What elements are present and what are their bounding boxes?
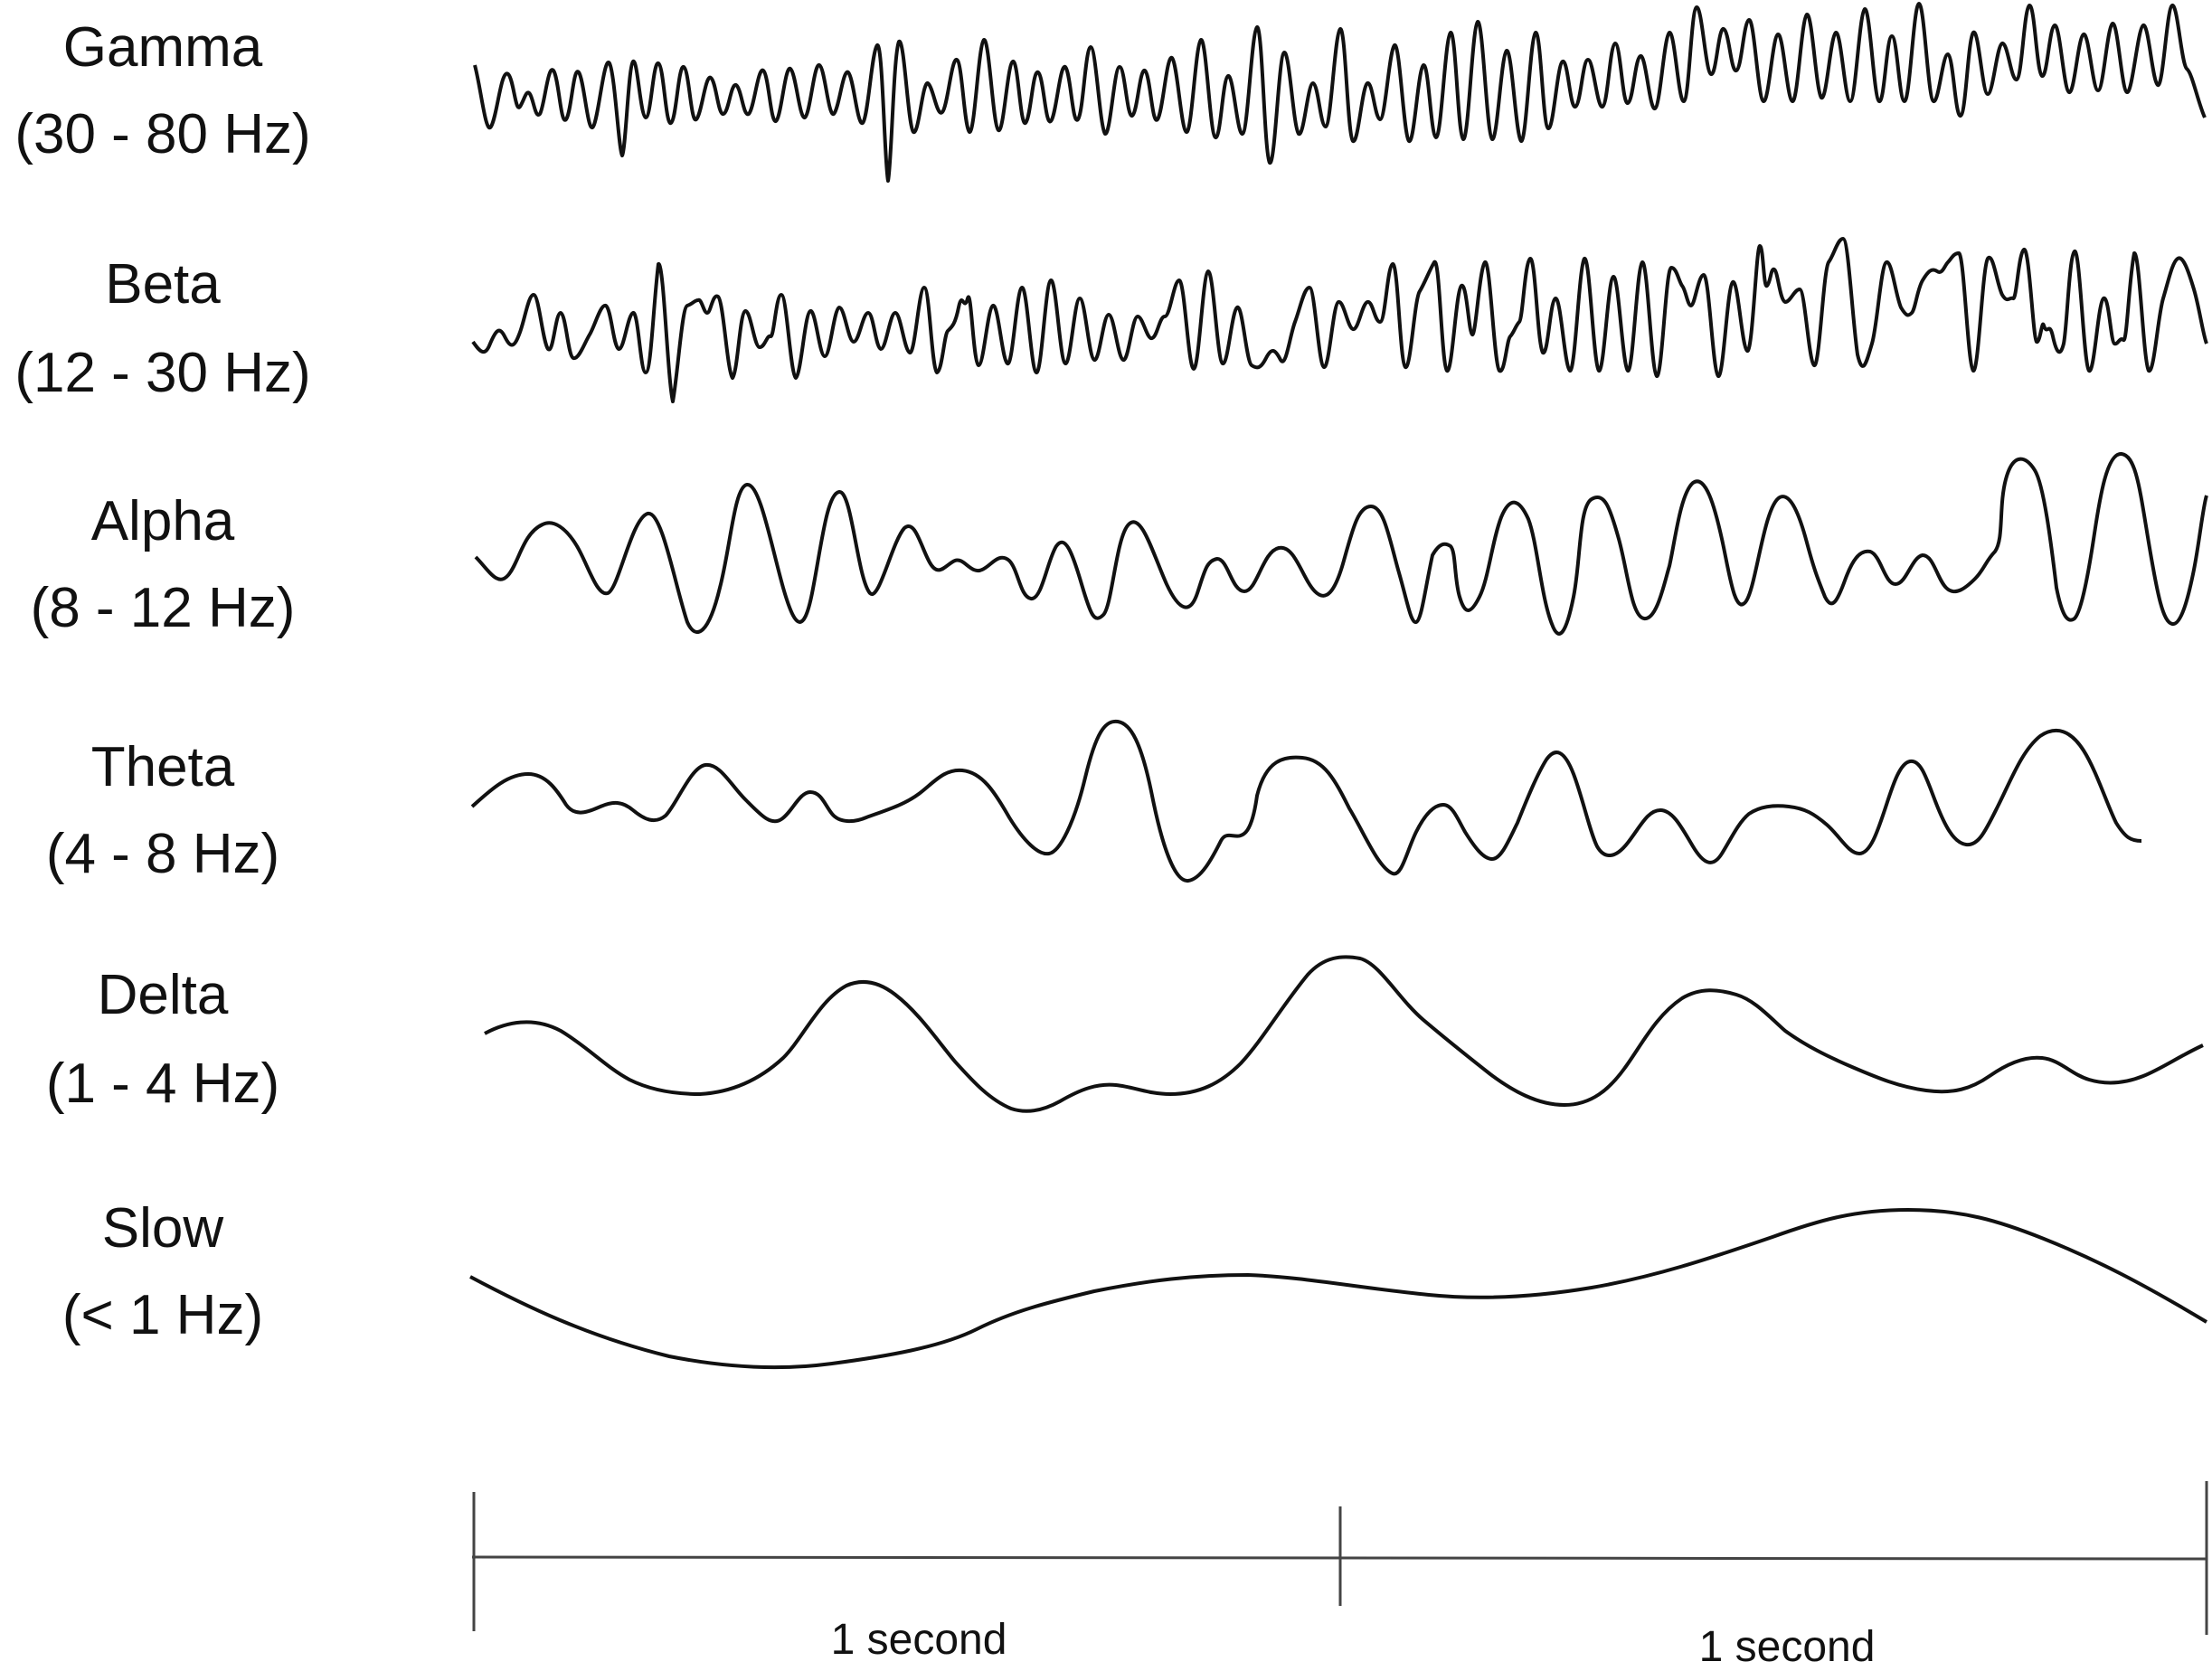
beta-range: (12 - 30 Hz) [0, 345, 326, 401]
alpha-range: (8 - 12 Hz) [0, 581, 326, 637]
slow-label: Slow [0, 1201, 326, 1257]
delta-range: (1 - 4 Hz) [0, 1056, 326, 1112]
gamma-range: (30 - 80 Hz) [0, 107, 326, 163]
delta-label: Delta [0, 968, 326, 1024]
slow-range: (< 1 Hz) [0, 1288, 326, 1344]
theta-label: Theta [0, 740, 326, 796]
slow-waveform [470, 1210, 2207, 1367]
gamma-label: Gamma [0, 20, 326, 76]
delta-waveform [485, 957, 2203, 1111]
time-scale-label-second: 1 second [1606, 1626, 1968, 1669]
beta-waveform [473, 239, 2207, 401]
theta-range: (4 - 8 Hz) [0, 826, 326, 883]
time-scale-label-first: 1 second [738, 1619, 1100, 1662]
theta-waveform [472, 722, 2141, 881]
beta-label: Beta [0, 257, 326, 313]
gamma-waveform [475, 4, 2205, 181]
alpha-waveform [476, 454, 2207, 634]
alpha-label: Alpha [0, 494, 326, 550]
